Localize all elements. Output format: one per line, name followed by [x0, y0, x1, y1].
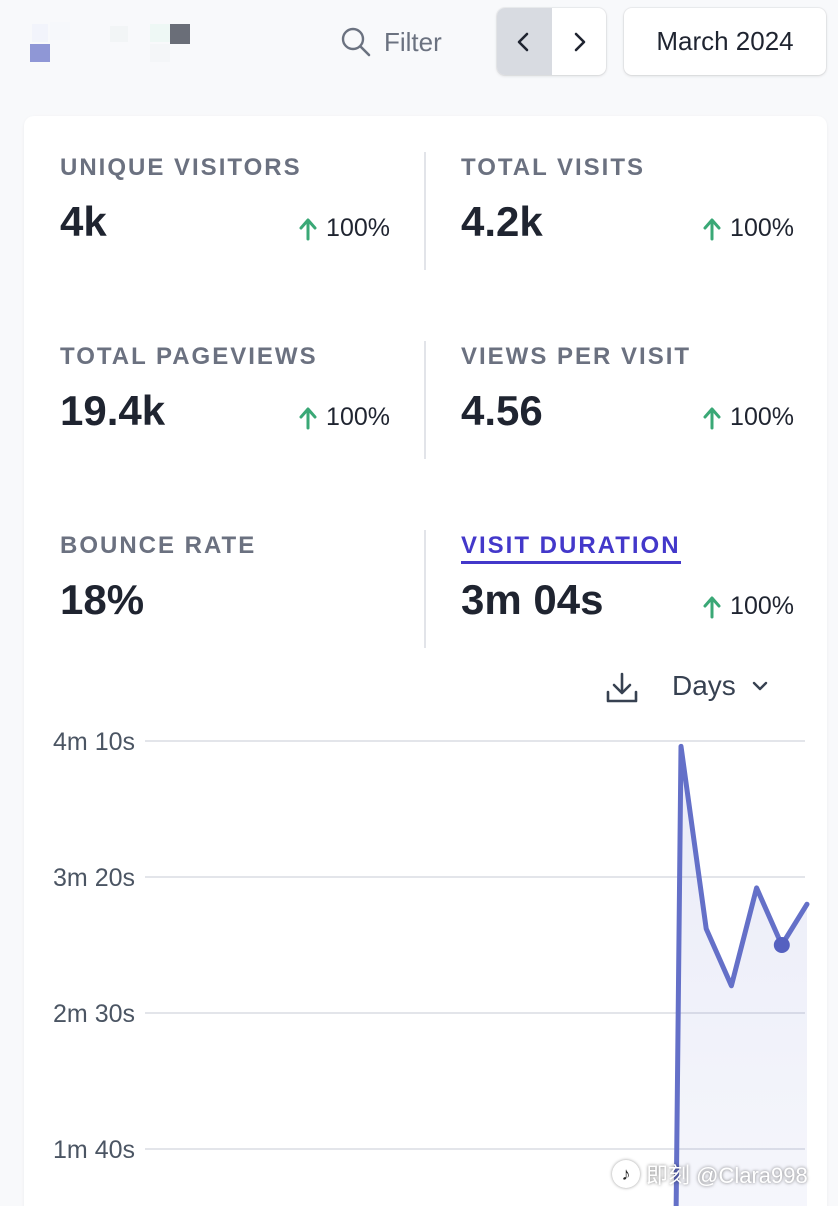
stat-change-value: 100% — [730, 214, 794, 242]
top-bar: Filter March 2024 — [0, 0, 838, 100]
date-range-label: March 2024 — [656, 26, 794, 56]
stat-value: 4.56 — [461, 387, 543, 434]
stat-views-per-visit[interactable]: VIEWS PER VISIT 4.56 100% — [461, 343, 794, 463]
stat-change: 100% — [298, 403, 390, 432]
stat-change: 100% — [702, 403, 794, 432]
arrow-up-icon — [703, 407, 721, 429]
stat-label: TOTAL VISITS — [461, 154, 646, 181]
stat-label: UNIQUE VISITORS — [60, 154, 302, 181]
y-tick-label: 4m 10s — [53, 728, 135, 756]
previous-period-button[interactable] — [497, 8, 552, 75]
site-logo[interactable] — [28, 20, 198, 70]
stat-change-value: 100% — [326, 403, 390, 431]
filter-button[interactable]: Filter — [340, 20, 442, 64]
search-icon — [341, 27, 371, 57]
stat-unique-visitors[interactable]: UNIQUE VISITORS 4k 100% — [60, 154, 390, 274]
stat-bounce-rate[interactable]: BOUNCE RATE 18% — [60, 532, 390, 652]
stat-label: BOUNCE RATE — [60, 532, 257, 559]
y-tick-label: 3m 20s — [53, 864, 135, 892]
arrow-up-icon — [299, 218, 317, 240]
stat-change-value: 100% — [326, 214, 390, 242]
interval-selector[interactable]: Days — [672, 666, 770, 706]
stat-visit-duration[interactable]: VISIT DURATION 3m 04s 100% — [461, 532, 794, 652]
divider — [424, 152, 426, 270]
chart-area-fill — [676, 746, 807, 1206]
y-tick-label: 2m 30s — [53, 1000, 135, 1028]
chevron-left-icon — [517, 32, 529, 51]
download-icon — [606, 672, 638, 703]
stat-change-value: 100% — [730, 403, 794, 431]
date-range-picker[interactable]: March 2024 — [624, 8, 826, 75]
divider — [424, 341, 426, 459]
chevron-down-icon — [752, 681, 767, 691]
arrow-up-icon — [703, 596, 721, 618]
interval-label: Days — [672, 670, 736, 701]
period-nav — [497, 8, 606, 75]
filter-label: Filter — [384, 26, 442, 57]
divider — [424, 530, 426, 648]
stat-label-selected: VISIT DURATION — [461, 532, 681, 564]
stat-value: 19.4k — [60, 387, 166, 434]
arrow-up-icon — [299, 407, 317, 429]
watermark-text: 即刻 @Clara998 — [646, 1163, 808, 1188]
chart-point-highlighted[interactable] — [773, 937, 790, 953]
stat-change: 100% — [298, 214, 390, 243]
stat-change-value: 100% — [730, 592, 794, 620]
watermark: ♪ 即刻 @Clara998 — [612, 1158, 808, 1190]
stat-value: 4.2k — [461, 198, 543, 245]
next-period-button[interactable] — [552, 8, 607, 75]
stat-value: 18% — [60, 576, 145, 623]
download-button[interactable] — [604, 670, 640, 706]
stat-change: 100% — [702, 592, 794, 621]
stat-value: 3m 04s — [461, 576, 604, 623]
stat-total-pageviews[interactable]: TOTAL PAGEVIEWS 19.4k 100% — [60, 343, 390, 463]
stat-value: 4k — [60, 198, 107, 245]
stat-label: VIEWS PER VISIT — [461, 343, 692, 370]
arrow-up-icon — [703, 218, 721, 240]
stat-total-visits[interactable]: TOTAL VISITS 4.2k 100% — [461, 154, 794, 274]
stat-label: TOTAL PAGEVIEWS — [60, 343, 318, 370]
jike-logo-icon: ♪ — [612, 1160, 640, 1188]
y-tick-label: 1m 40s — [53, 1136, 135, 1164]
chevron-right-icon — [574, 32, 586, 51]
stat-change: 100% — [702, 214, 794, 243]
